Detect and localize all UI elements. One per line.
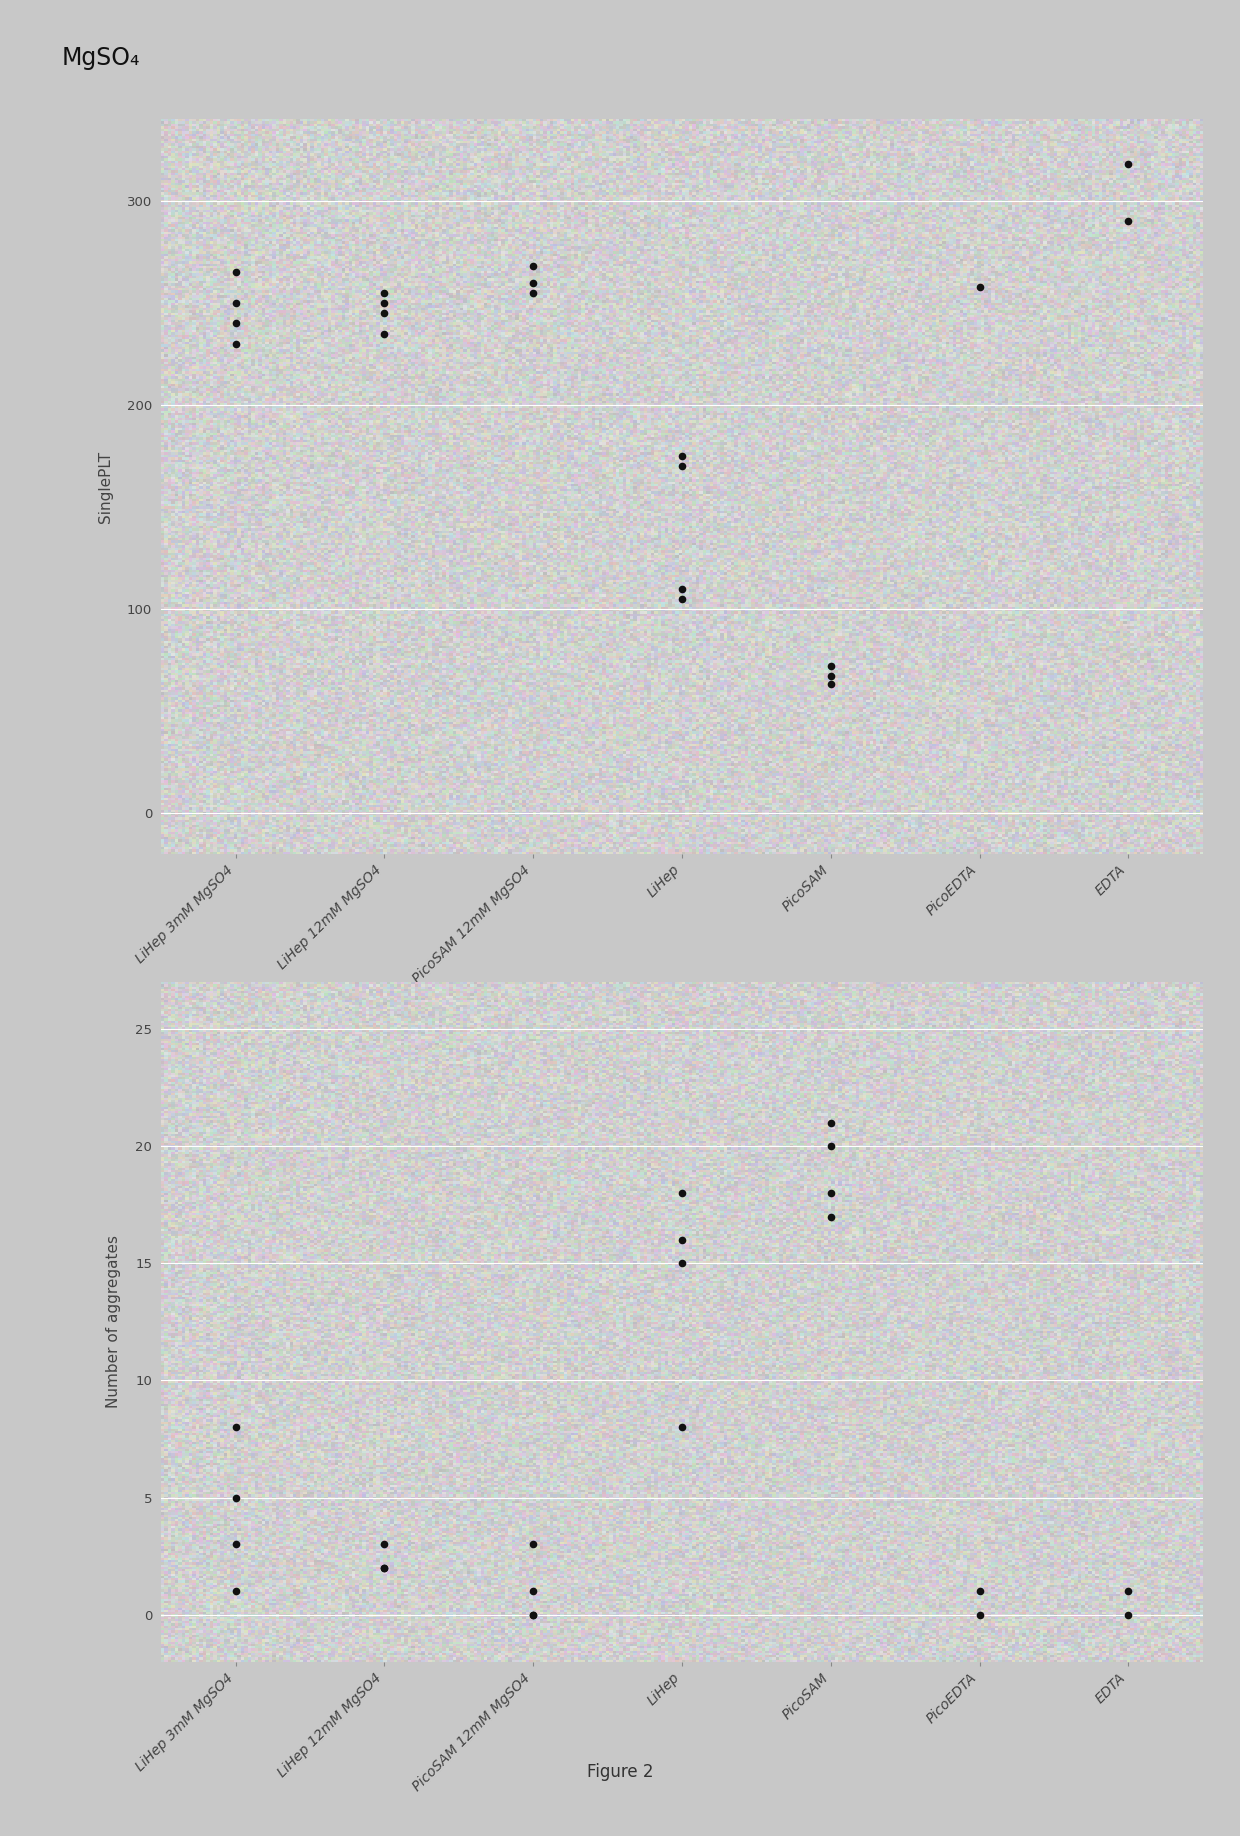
- Text: Figure 2: Figure 2: [587, 1763, 653, 1781]
- Y-axis label: SinglePLT: SinglePLT: [98, 450, 113, 523]
- Y-axis label: Number of aggregates: Number of aggregates: [107, 1236, 122, 1408]
- Text: MgSO₄: MgSO₄: [62, 46, 140, 70]
